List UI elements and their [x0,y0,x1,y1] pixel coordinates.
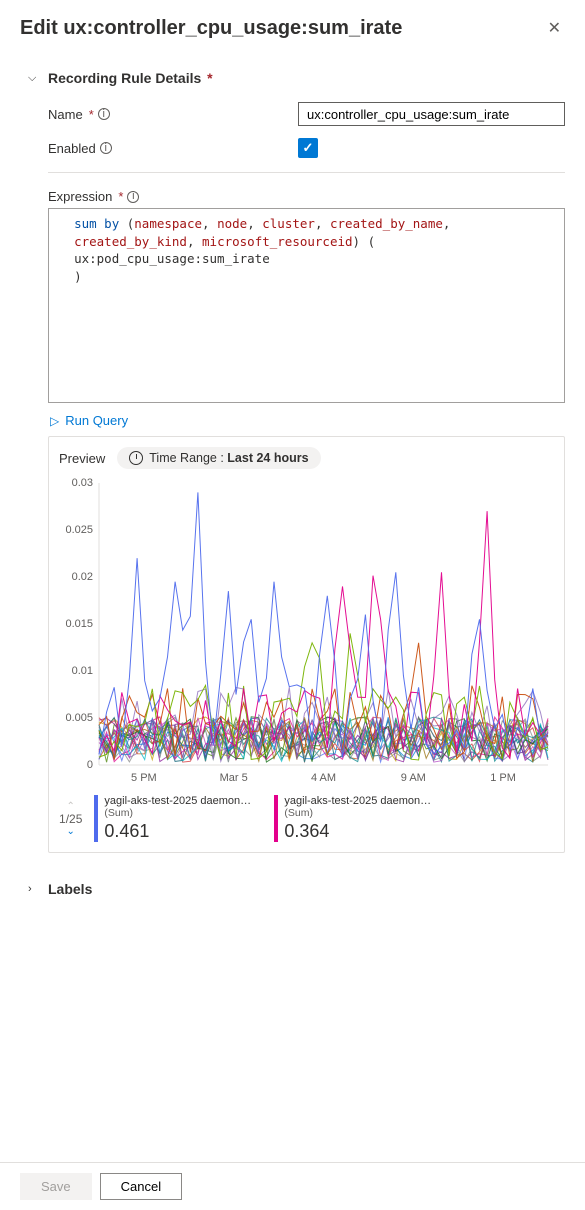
enabled-checkbox[interactable]: ✓ [298,138,318,158]
enabled-field-row: Enabled i ✓ [28,132,565,164]
save-button[interactable]: Save [20,1173,92,1200]
time-range-label: Time Range : Last 24 hours [149,451,308,465]
info-icon[interactable]: i [127,191,139,203]
close-button[interactable]: ✕ [544,14,565,42]
pager-up-button[interactable]: ⌃ [67,801,75,812]
preview-header: Preview Time Range : Last 24 hours [59,447,554,469]
legend-pager: ⌃ 1/25 ⌄ [59,801,82,837]
legend-name: yagil-aks-test-2025 daemonset... [284,795,434,807]
dialog-footer: Save Cancel [0,1162,585,1210]
svg-text:0: 0 [87,759,93,771]
details-section: ⌵ Recording Rule Details * Name* i Enabl… [0,48,585,857]
required-asterisk: * [203,70,212,86]
expression-label: Expression* i [28,181,565,208]
info-icon[interactable]: i [100,142,112,154]
enabled-label: Enabled i [48,141,298,156]
svg-text:0.01: 0.01 [72,665,93,677]
name-input[interactable] [298,102,565,126]
divider [48,172,565,173]
details-section-title: Recording Rule Details * [48,70,213,86]
run-query-label: Run Query [65,413,128,428]
svg-text:0.02: 0.02 [72,571,93,583]
close-icon: ✕ [548,20,561,37]
svg-text:0.03: 0.03 [72,477,93,489]
svg-text:4 AM: 4 AM [311,772,336,784]
svg-text:0.005: 0.005 [65,712,93,724]
pager-down-button[interactable]: ⌄ [67,826,75,837]
legend-sub: (Sum) [284,807,434,819]
legend-bar: ⌃ 1/25 ⌄ yagil-aks-test-2025 daemonset..… [59,787,554,842]
preview-title: Preview [59,451,105,466]
legend-value: 0.364 [284,821,434,842]
name-field-row: Name* i [28,96,565,132]
svg-text:9 AM: 9 AM [401,772,426,784]
play-icon: ▷ [50,414,59,428]
name-label: Name* i [48,107,298,122]
line-chart: 0 0.005 0.01 0.015 0.02 0.025 0.03 5 PM Mar 5 4 A… [59,477,554,787]
svg-text:1 PM: 1 PM [490,772,516,784]
details-section-toggle[interactable]: ⌵ Recording Rule Details * [28,60,565,96]
dialog-header: Edit ux:controller_cpu_usage:sum_irate ✕ [0,0,585,48]
pager-position: 1/25 [59,812,82,826]
labels-section: › Labels [0,857,585,911]
info-icon[interactable]: i [98,108,110,120]
svg-text:0.025: 0.025 [65,524,93,536]
svg-text:Mar 5: Mar 5 [220,772,248,784]
dialog-title: Edit ux:controller_cpu_usage:sum_irate [20,17,402,40]
legend-item[interactable]: yagil-aks-test-2025 daemonset...(Sum) 0.4… [94,795,254,842]
run-query-button[interactable]: ▷ Run Query [50,413,565,428]
svg-text:0.015: 0.015 [65,618,93,630]
labels-section-title: Labels [48,881,92,897]
legend-item[interactable]: yagil-aks-test-2025 daemonset...(Sum) 0.3… [274,795,434,842]
legend-name: yagil-aks-test-2025 daemonset... [104,795,254,807]
labels-section-toggle[interactable]: › Labels [28,871,565,907]
chevron-down-icon: ⌵ [28,72,40,85]
chevron-right-icon: › [28,883,40,895]
check-icon: ✓ [303,140,314,156]
preview-card: Preview Time Range : Last 24 hours 0 0.00… [48,436,565,853]
clock-icon [129,451,143,465]
legend-sub: (Sum) [104,807,254,819]
cancel-button[interactable]: Cancel [100,1173,182,1200]
expression-editor[interactable]: sum by (namespace, node, cluster, create… [48,208,565,403]
chart-area: 0 0.005 0.01 0.015 0.02 0.025 0.03 5 PM Mar 5 4 A… [59,477,554,787]
svg-text:5 PM: 5 PM [131,772,157,784]
time-range-selector[interactable]: Time Range : Last 24 hours [117,447,320,469]
legend-value: 0.461 [104,821,254,842]
